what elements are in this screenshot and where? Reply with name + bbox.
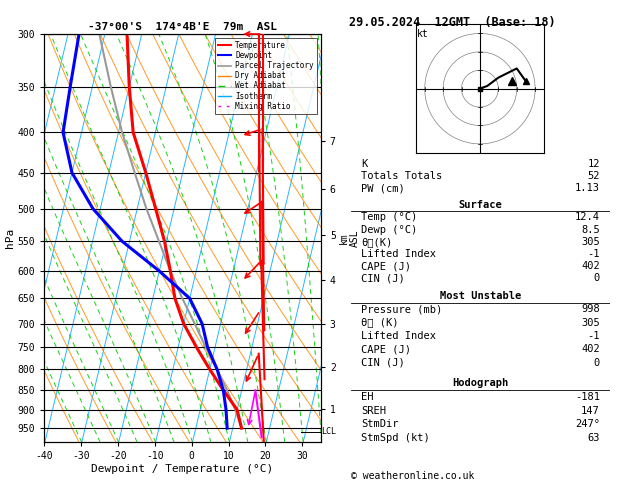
Text: CAPE (J): CAPE (J)	[361, 261, 411, 271]
Text: 63: 63	[587, 433, 600, 443]
Text: PW (cm): PW (cm)	[361, 183, 405, 193]
Text: 147: 147	[581, 406, 600, 416]
Text: Pressure (mb): Pressure (mb)	[361, 304, 443, 314]
Text: Lifted Index: Lifted Index	[361, 249, 437, 259]
Text: -1: -1	[587, 331, 600, 341]
Text: 305: 305	[581, 237, 600, 247]
Text: © weatheronline.co.uk: © weatheronline.co.uk	[351, 471, 474, 481]
Text: K: K	[361, 159, 367, 169]
Text: 0: 0	[594, 273, 600, 283]
Text: Dewp (°C): Dewp (°C)	[361, 225, 418, 235]
Text: 1.13: 1.13	[575, 183, 600, 193]
Text: CIN (J): CIN (J)	[361, 358, 405, 368]
Text: kt: kt	[418, 29, 429, 39]
Y-axis label: km
ASL: km ASL	[338, 229, 360, 247]
Text: Hodograph: Hodograph	[452, 379, 509, 388]
Text: 247°: 247°	[575, 419, 600, 429]
Text: 12.4: 12.4	[575, 212, 600, 223]
Text: 402: 402	[581, 261, 600, 271]
Text: 12: 12	[587, 159, 600, 169]
Text: 998: 998	[581, 304, 600, 314]
Text: 402: 402	[581, 344, 600, 354]
Text: Surface: Surface	[459, 200, 503, 210]
Text: θᴄ (K): θᴄ (K)	[361, 317, 399, 328]
Text: 0: 0	[594, 358, 600, 368]
Text: SREH: SREH	[361, 406, 386, 416]
Text: Lifted Index: Lifted Index	[361, 331, 437, 341]
Text: 29.05.2024  12GMT  (Base: 18): 29.05.2024 12GMT (Base: 18)	[349, 16, 555, 29]
Text: CIN (J): CIN (J)	[361, 273, 405, 283]
Text: 305: 305	[581, 317, 600, 328]
Text: Most Unstable: Most Unstable	[440, 291, 521, 301]
Y-axis label: hPa: hPa	[4, 228, 14, 248]
Text: -1: -1	[587, 249, 600, 259]
Text: θᴄ(K): θᴄ(K)	[361, 237, 392, 247]
Text: Temp (°C): Temp (°C)	[361, 212, 418, 223]
Text: StmDir: StmDir	[361, 419, 399, 429]
Text: 8.5: 8.5	[581, 225, 600, 235]
Text: LCL: LCL	[321, 427, 336, 436]
Text: EH: EH	[361, 392, 374, 402]
Text: -181: -181	[575, 392, 600, 402]
Text: 52: 52	[587, 171, 600, 181]
Legend: Temperature, Dewpoint, Parcel Trajectory, Dry Adiabat, Wet Adiabat, Isotherm, Mi: Temperature, Dewpoint, Parcel Trajectory…	[214, 38, 317, 114]
Text: StmSpd (kt): StmSpd (kt)	[361, 433, 430, 443]
Text: Totals Totals: Totals Totals	[361, 171, 443, 181]
Text: CAPE (J): CAPE (J)	[361, 344, 411, 354]
Title: -37°00'S  174°4B'E  79m  ASL: -37°00'S 174°4B'E 79m ASL	[88, 22, 277, 32]
X-axis label: Dewpoint / Temperature (°C): Dewpoint / Temperature (°C)	[91, 464, 274, 474]
